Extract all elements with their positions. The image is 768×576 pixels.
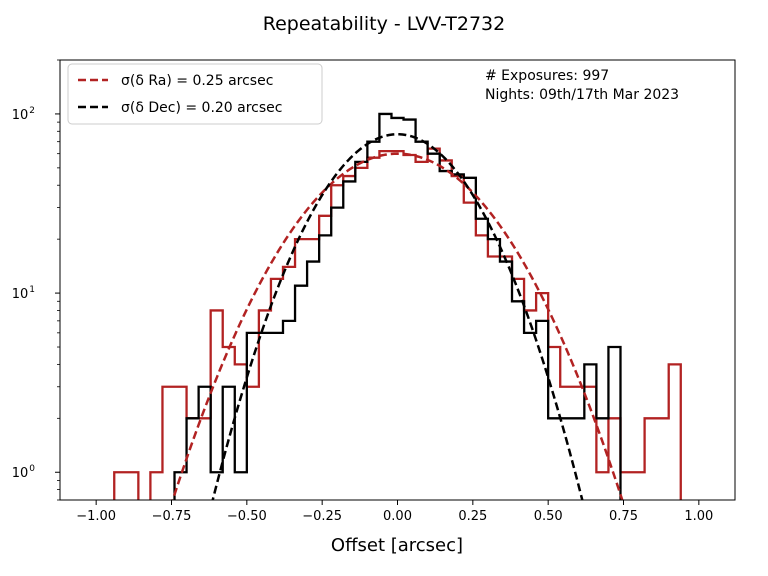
fit-curves-layer <box>171 133 624 500</box>
x-tick-label: −1.00 <box>76 509 116 524</box>
legend-label-dec: σ(δ Dec) = 0.20 arcsec <box>121 100 283 116</box>
x-axis-label: Offset [arcsec] <box>331 535 463 556</box>
y-tick-label: 102 <box>12 106 35 123</box>
histogram-ra <box>113 147 682 500</box>
y-tick-label: 100 <box>12 464 36 481</box>
legend-label-ra: σ(δ Ra) = 0.25 arcsec <box>121 73 273 89</box>
x-tick-label: 0.75 <box>609 509 638 524</box>
axes-frame <box>59 59 736 501</box>
x-tick-label: 0.00 <box>383 509 412 524</box>
x-tick-label: 1.00 <box>684 509 713 524</box>
x-tick-label: −0.25 <box>302 509 342 524</box>
x-tick-label: 0.25 <box>458 509 487 524</box>
legend-box <box>67 63 323 125</box>
annotation-nights: Nights: 09th/17th Mar 2023 <box>485 87 679 103</box>
fit-curve-dec <box>211 133 584 500</box>
x-tick-label: −0.50 <box>227 509 267 524</box>
y-tick-exponent: 1 <box>29 285 35 295</box>
histogram-layer <box>113 112 682 500</box>
y-tick-label: 101 <box>12 285 35 302</box>
axes-layer: −1.00 −0.75 −0.50 −0.25 0.00 0.25 0.50 0.75 1.00… <box>12 59 736 524</box>
y-tick-exponent: 2 <box>29 106 35 116</box>
annotation-exposures: # Exposures: 997 <box>485 68 609 84</box>
x-tick-label: −0.75 <box>152 509 192 524</box>
x-tick-label: 0.50 <box>534 509 563 524</box>
chart-title: Repeatability - LVV-T2732 <box>263 13 506 35</box>
fit-curve-ra <box>171 152 624 500</box>
histogram-dec <box>173 112 622 500</box>
legend: σ(δ Ra) = 0.25 arcsec σ(δ Dec) = 0.20 ar… <box>67 63 323 125</box>
y-tick-exponent: 0 <box>29 464 35 474</box>
